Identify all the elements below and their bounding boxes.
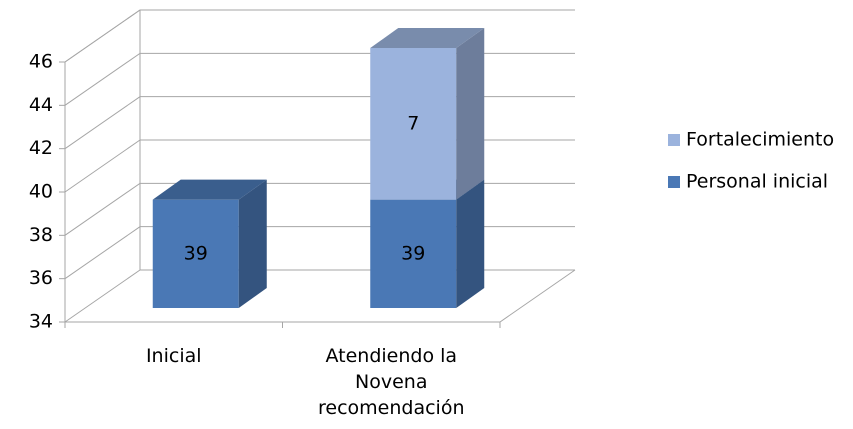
grid-line <box>64 182 575 236</box>
bar-side <box>456 179 485 308</box>
bar-side <box>456 28 485 200</box>
y-tick-label: 40 <box>29 181 53 203</box>
legend-swatch <box>668 176 680 188</box>
y-tick-label: 34 <box>29 311 53 333</box>
bar <box>152 199 239 308</box>
grid-line <box>64 9 575 63</box>
data-label: 7 <box>407 112 419 134</box>
grid-line <box>64 226 575 280</box>
legend-label: Fortalecimiento <box>686 129 834 151</box>
bar <box>370 48 457 200</box>
grid-line <box>64 52 575 106</box>
grid-line <box>64 269 575 323</box>
y-tick-label: 44 <box>29 94 53 116</box>
legend-label: Personal inicial <box>686 171 828 193</box>
bar-top <box>152 179 267 200</box>
bar-top <box>370 28 485 48</box>
y-tick-label: 42 <box>29 137 53 159</box>
bar-side <box>238 179 267 308</box>
floor <box>65 10 576 323</box>
x-tick-label: Inicial <box>146 345 202 367</box>
data-label: 39 <box>401 242 425 264</box>
bar <box>370 199 457 308</box>
legend-swatch <box>668 134 680 146</box>
x-tick-label: Atendiendo la Novena recomendación <box>318 345 465 419</box>
data-label: 39 <box>184 242 208 264</box>
y-tick-label: 38 <box>29 224 53 246</box>
grid-line <box>64 139 575 193</box>
grid-line <box>64 96 575 150</box>
y-tick-label: 36 <box>29 267 53 289</box>
y-tick-label: 46 <box>29 51 53 73</box>
